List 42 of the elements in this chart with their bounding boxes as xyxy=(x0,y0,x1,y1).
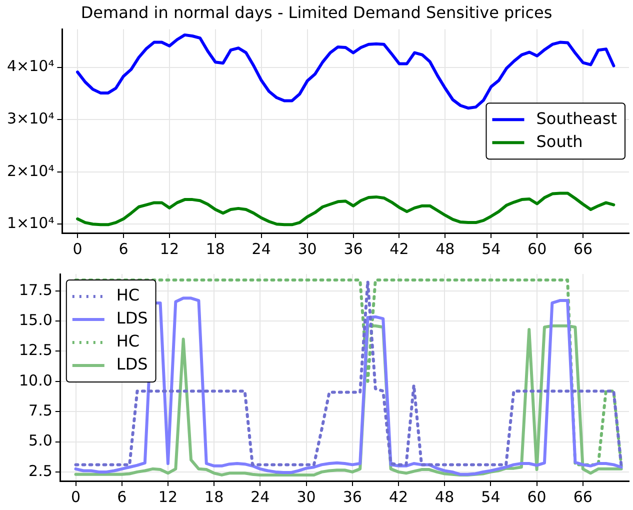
legend-label: South xyxy=(536,132,583,151)
legend-label: LDS xyxy=(116,354,148,374)
y-tick-label: 1×10⁴ xyxy=(6,214,54,232)
y-tick-label: 2×10⁴ xyxy=(6,162,54,180)
x-tick-label: 60 xyxy=(527,488,546,506)
x-tick-label: 36 xyxy=(342,488,362,506)
x-tick-label: 42 xyxy=(390,240,409,258)
legend-label: LDS xyxy=(116,308,148,328)
x-tick-label: 30 xyxy=(296,488,316,506)
legend-label: HC xyxy=(116,286,140,305)
chart-title: Demand in normal days - Limited Demand Sensitive prices xyxy=(80,2,552,22)
x-tick-label: 54 xyxy=(481,488,500,506)
x-tick-label: 48 xyxy=(435,488,454,506)
x-tick-label: 24 xyxy=(250,488,270,506)
y-tick-label: 5.0 xyxy=(28,432,52,450)
x-tick-label: 24 xyxy=(252,240,271,258)
x-tick-label: 30 xyxy=(298,240,317,258)
x-tick-label: 0 xyxy=(70,488,81,506)
y-tick-label: 15.0 xyxy=(18,310,52,329)
x-tick-label: 18 xyxy=(204,488,224,506)
x-tick-label: 66 xyxy=(573,488,592,506)
x-tick-label: 6 xyxy=(118,240,128,258)
y-tick-label: 3×10⁴ xyxy=(6,109,54,128)
legend-label: HC xyxy=(116,332,140,351)
x-tick-label: 18 xyxy=(206,240,225,258)
y-tick-label: 7.5 xyxy=(28,401,52,420)
x-tick-label: 54 xyxy=(482,240,501,258)
y-tick-label: 2.5 xyxy=(28,462,52,480)
x-tick-label: 12 xyxy=(158,488,178,506)
x-tick-label: 42 xyxy=(388,488,408,506)
x-tick-label: 48 xyxy=(436,240,455,258)
y-tick-label: 10.0 xyxy=(18,371,52,390)
y-tick-label: 12.5 xyxy=(18,341,52,360)
x-tick-label: 6 xyxy=(117,488,127,506)
y-tick-label: 17.5 xyxy=(18,280,52,299)
y-tick-label: 4×10⁴ xyxy=(6,57,54,76)
x-tick-label: 12 xyxy=(160,240,179,258)
x-tick-label: 36 xyxy=(344,240,363,258)
x-tick-label: 0 xyxy=(72,240,82,258)
x-tick-label: 60 xyxy=(528,240,547,258)
legend-label: Southeast xyxy=(536,108,618,128)
x-tick-label: 66 xyxy=(573,240,593,258)
